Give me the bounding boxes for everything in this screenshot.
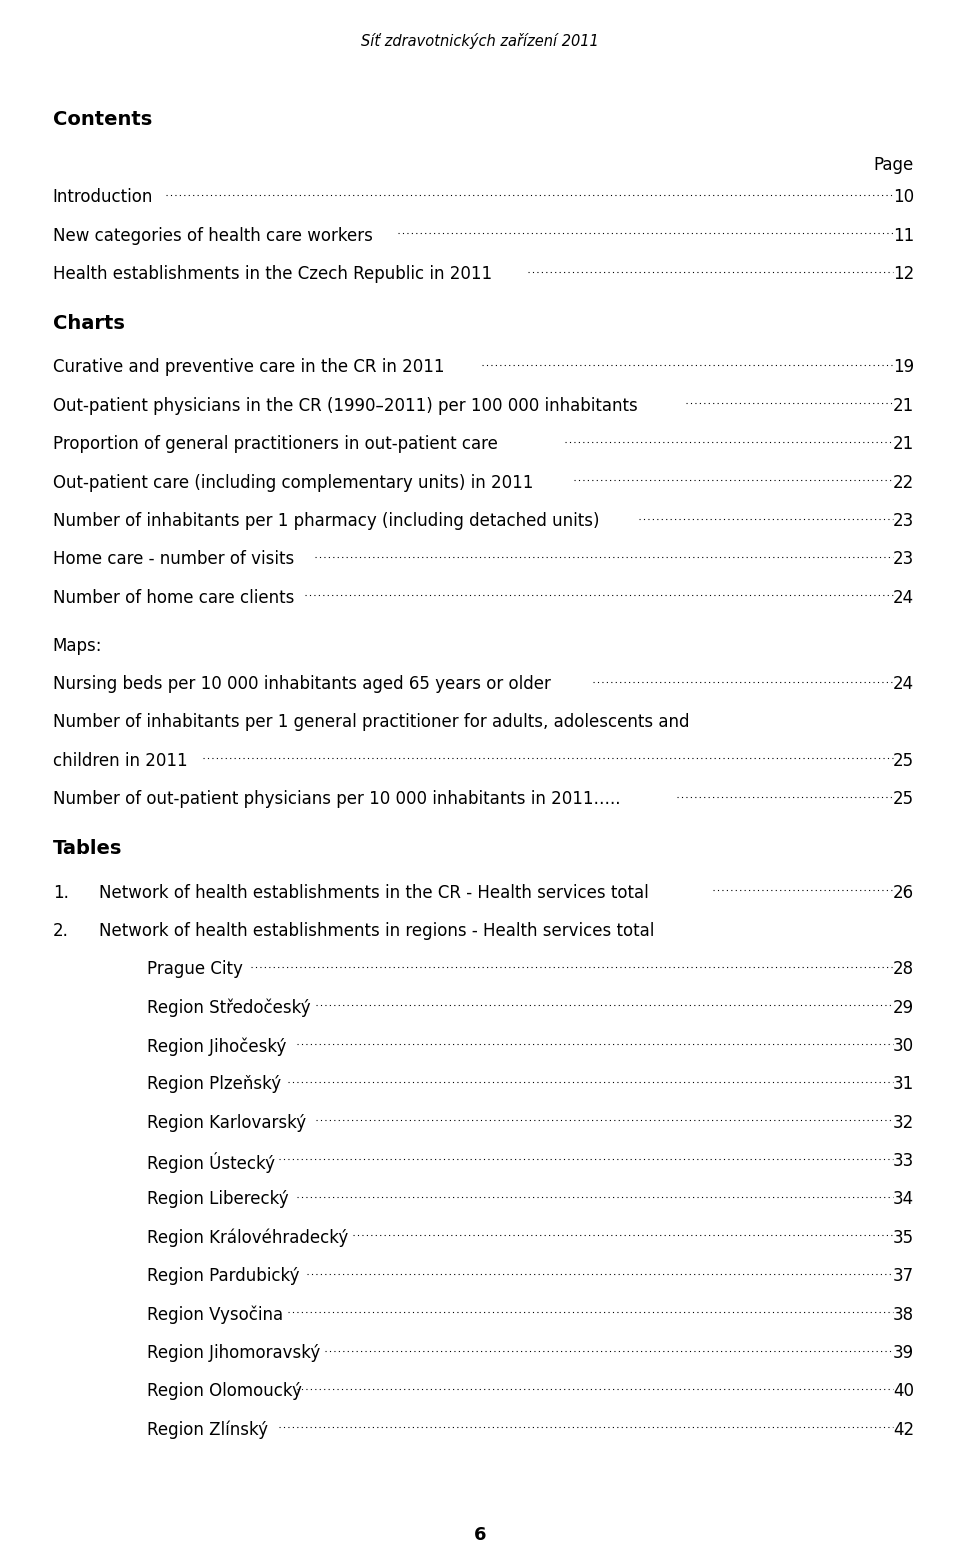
Text: 37: 37 bbox=[893, 1267, 914, 1286]
Text: Health establishments in the Czech Republic in 2011: Health establishments in the Czech Repub… bbox=[53, 265, 492, 283]
Text: 40: 40 bbox=[893, 1383, 914, 1400]
Text: 29: 29 bbox=[893, 999, 914, 1016]
Text: Region Plzeňský: Region Plzeňský bbox=[147, 1076, 281, 1093]
Text: Region Královéhradecký: Region Královéhradecký bbox=[147, 1229, 348, 1248]
Text: 19: 19 bbox=[893, 359, 914, 376]
Text: Region Jihočeský: Region Jihočeský bbox=[147, 1037, 286, 1055]
Text: 21: 21 bbox=[893, 396, 914, 415]
Text: 24: 24 bbox=[893, 589, 914, 606]
Text: Region Jihomoravský: Region Jihomoravský bbox=[147, 1344, 320, 1362]
Text: 30: 30 bbox=[893, 1037, 914, 1055]
Text: Region Liberecký: Region Liberecký bbox=[147, 1190, 289, 1209]
Text: Number of out-patient physicians per 10 000 inhabitants in 2011…..: Number of out-patient physicians per 10 … bbox=[53, 791, 626, 808]
Text: 12: 12 bbox=[893, 265, 914, 283]
Text: Region Zlínský: Region Zlínský bbox=[147, 1420, 268, 1439]
Text: 1.: 1. bbox=[53, 883, 69, 902]
Text: 32: 32 bbox=[893, 1113, 914, 1132]
Text: Síť zdravotnických zařízení 2011: Síť zdravotnických zařízení 2011 bbox=[361, 33, 599, 49]
Text: 23: 23 bbox=[893, 550, 914, 568]
Text: 34: 34 bbox=[893, 1190, 914, 1209]
Text: Nursing beds per 10 000 inhabitants aged 65 years or older: Nursing beds per 10 000 inhabitants aged… bbox=[53, 675, 551, 694]
Text: 21: 21 bbox=[893, 435, 914, 453]
Text: 42: 42 bbox=[893, 1420, 914, 1439]
Text: 10: 10 bbox=[893, 188, 914, 207]
Text: 2.: 2. bbox=[53, 922, 69, 940]
Text: 22: 22 bbox=[893, 473, 914, 492]
Text: 39: 39 bbox=[893, 1344, 914, 1362]
Text: Home care - number of visits: Home care - number of visits bbox=[53, 550, 294, 568]
Text: Maps:: Maps: bbox=[53, 637, 103, 655]
Text: Region Pardubický: Region Pardubický bbox=[147, 1267, 300, 1286]
Text: Number of inhabitants per 1 general practitioner for adults, adolescents and: Number of inhabitants per 1 general prac… bbox=[53, 714, 689, 731]
Text: 35: 35 bbox=[893, 1229, 914, 1247]
Text: 11: 11 bbox=[893, 227, 914, 244]
Text: 24: 24 bbox=[893, 675, 914, 694]
Text: Curative and preventive care in the CR in 2011: Curative and preventive care in the CR i… bbox=[53, 359, 444, 376]
Text: Out-patient physicians in the CR (1990–2011) per 100 000 inhabitants: Out-patient physicians in the CR (1990–2… bbox=[53, 396, 637, 415]
Text: Proportion of general practitioners in out-patient care: Proportion of general practitioners in o… bbox=[53, 435, 497, 453]
Text: 25: 25 bbox=[893, 791, 914, 808]
Text: Region Ústecký: Region Ústecký bbox=[147, 1153, 275, 1173]
Text: Page: Page bbox=[874, 155, 914, 174]
Text: Network of health establishments in regions - Health services total: Network of health establishments in regi… bbox=[99, 922, 655, 940]
Text: Introduction: Introduction bbox=[53, 188, 154, 207]
Text: 28: 28 bbox=[893, 960, 914, 979]
Text: 23: 23 bbox=[893, 512, 914, 529]
Text: 38: 38 bbox=[893, 1306, 914, 1323]
Text: Network of health establishments in the CR - Health services total: Network of health establishments in the … bbox=[99, 883, 649, 902]
Text: Contents: Contents bbox=[53, 110, 152, 128]
Text: Region Karlovarský: Region Karlovarský bbox=[147, 1113, 306, 1132]
Text: 31: 31 bbox=[893, 1076, 914, 1093]
Text: Charts: Charts bbox=[53, 315, 125, 334]
Text: Region Středočeský: Region Středočeský bbox=[147, 999, 310, 1018]
Text: Prague City: Prague City bbox=[147, 960, 243, 979]
Text: 6: 6 bbox=[473, 1525, 487, 1544]
Text: Number of home care clients: Number of home care clients bbox=[53, 589, 294, 606]
Text: Number of inhabitants per 1 pharmacy (including detached units): Number of inhabitants per 1 pharmacy (in… bbox=[53, 512, 599, 529]
Text: Out-patient care (including complementary units) in 2011: Out-patient care (including complementar… bbox=[53, 473, 533, 492]
Text: 33: 33 bbox=[893, 1153, 914, 1170]
Text: New categories of health care workers: New categories of health care workers bbox=[53, 227, 372, 244]
Text: Region Vysočina: Region Vysočina bbox=[147, 1306, 283, 1325]
Text: children in 2011: children in 2011 bbox=[53, 752, 187, 770]
Text: 26: 26 bbox=[893, 883, 914, 902]
Text: Region Olomoucký: Region Olomoucký bbox=[147, 1383, 301, 1400]
Text: Tables: Tables bbox=[53, 839, 122, 858]
Text: 25: 25 bbox=[893, 752, 914, 770]
